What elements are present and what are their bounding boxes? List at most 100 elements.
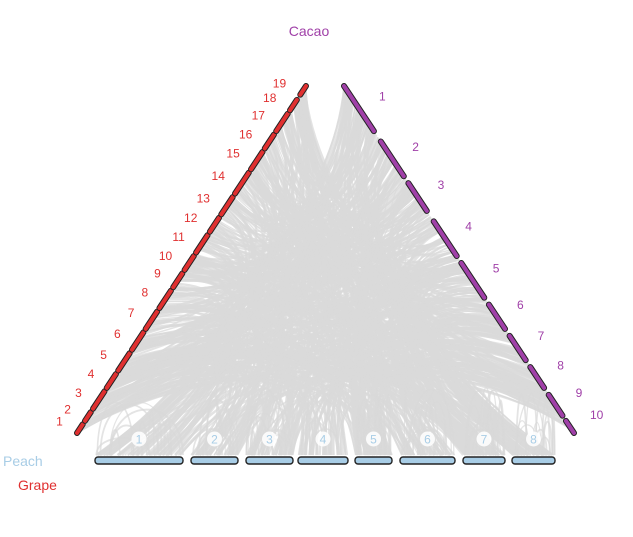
synteny-link	[224, 406, 231, 456]
synteny-link	[408, 264, 476, 456]
grape-label-11: 11	[172, 230, 185, 244]
synteny-link	[199, 201, 422, 456]
synteny-link	[392, 208, 467, 456]
peach-chromosome-5	[354, 456, 393, 465]
synteny-link	[131, 372, 563, 456]
peach-chromosome-4	[297, 456, 349, 465]
synteny-link	[109, 408, 184, 456]
synteny-link	[229, 107, 360, 456]
synteny-link	[379, 395, 386, 456]
grape-label-7: 7	[128, 306, 135, 320]
synteny-link	[255, 431, 264, 456]
synteny-link	[217, 270, 468, 456]
grape-label-4: 4	[88, 367, 95, 381]
peach-label-7: 7	[481, 433, 488, 447]
grape-chromosome-8	[157, 288, 173, 311]
synteny-link	[251, 375, 567, 456]
peach-label-2: 2	[211, 433, 218, 447]
synteny-link	[309, 428, 341, 456]
peach-label-badge	[526, 431, 541, 447]
synteny-link	[147, 410, 155, 456]
synteny-link	[408, 388, 455, 456]
grape-label-19: 19	[273, 76, 287, 90]
grape-label-9: 9	[154, 266, 161, 280]
cacao-chromosome-2	[378, 139, 406, 179]
grape-label-6: 6	[114, 327, 121, 341]
synteny-link	[197, 159, 395, 456]
synteny-link	[282, 137, 380, 456]
synteny-link	[201, 431, 235, 456]
grape-label-12: 12	[184, 211, 198, 225]
synteny-link	[163, 418, 173, 456]
synteny-link	[367, 250, 454, 456]
cacao-chromosome-5	[459, 260, 487, 300]
synteny-link	[205, 391, 221, 456]
grape-label-14: 14	[212, 169, 226, 183]
grape-chromosome-19	[298, 84, 308, 97]
synteny-link	[403, 389, 408, 456]
peach-label-3: 3	[266, 433, 273, 447]
grape-chromosomes	[74, 83, 309, 436]
grape-label-17: 17	[252, 108, 266, 122]
grape-chromosome-11	[194, 233, 210, 255]
synteny-link	[251, 388, 281, 456]
synteny-link	[99, 403, 160, 456]
grape-label-10: 10	[159, 249, 173, 263]
synteny-link	[316, 400, 338, 456]
grape-chromosome-17	[274, 111, 290, 134]
cacao-chromosome-4	[431, 219, 459, 259]
synteny-link	[492, 408, 497, 456]
grape-label-3: 3	[75, 386, 82, 400]
synteny-link	[538, 436, 552, 456]
peach-chromosome-7	[462, 456, 506, 465]
synteny-link	[155, 311, 328, 456]
cacao-chromosome-3	[406, 181, 429, 213]
grape-label-2: 2	[64, 403, 71, 417]
cacao-chromosome-10	[563, 418, 576, 435]
synteny-link	[336, 226, 439, 456]
grape-chromosome-9	[171, 271, 185, 290]
cacao-label-10: 10	[590, 408, 604, 422]
grape-chromosome-12	[207, 215, 221, 234]
synteny-link	[298, 283, 476, 456]
chromosome-labels: 1234567891011121314151617181912345678910…	[56, 76, 604, 447]
synteny-link	[422, 388, 452, 456]
peach-label-badge	[207, 431, 222, 447]
grape-chromosome-7	[143, 309, 160, 331]
grape-chromosome-14	[233, 170, 251, 196]
synteny-link	[245, 413, 282, 456]
synteny-link	[481, 389, 506, 456]
grape-label-18: 18	[263, 91, 277, 105]
peach-chromosome-8	[511, 456, 556, 465]
synteny-link	[280, 353, 536, 456]
synteny-link	[300, 399, 346, 456]
grape-chromosome-16	[262, 132, 276, 151]
synteny-link	[161, 116, 365, 456]
cacao-label-1: 1	[379, 90, 386, 104]
peach-chromosomes	[94, 456, 556, 465]
synteny-link	[352, 103, 513, 456]
grape-label-8: 8	[141, 285, 148, 299]
synteny-link	[411, 286, 478, 456]
synteny-link	[363, 125, 487, 456]
synteny-link	[156, 421, 163, 456]
grape-chromosome-4	[104, 372, 118, 390]
peach-label-6: 6	[424, 433, 431, 447]
synteny-link	[218, 156, 392, 456]
cacao-chromosome-8	[528, 365, 547, 390]
cacao-label-5: 5	[493, 261, 500, 275]
synteny-link	[328, 271, 468, 456]
legend-grape: Grape	[18, 477, 57, 493]
synteny-link	[374, 388, 380, 456]
cacao-label-8: 8	[557, 358, 564, 372]
peach-label-4: 4	[320, 433, 327, 447]
grape-chromosome-13	[219, 195, 235, 217]
cacao-label-4: 4	[465, 220, 472, 234]
cacao-label-3: 3	[438, 178, 445, 192]
cacao-title: Cacao	[289, 23, 330, 39]
cacao-label-7: 7	[538, 329, 545, 343]
peach-chromosome-6	[399, 456, 456, 465]
peach-label-badge	[262, 431, 277, 447]
synteny-link	[515, 393, 528, 456]
peach-label-badge	[131, 431, 147, 447]
